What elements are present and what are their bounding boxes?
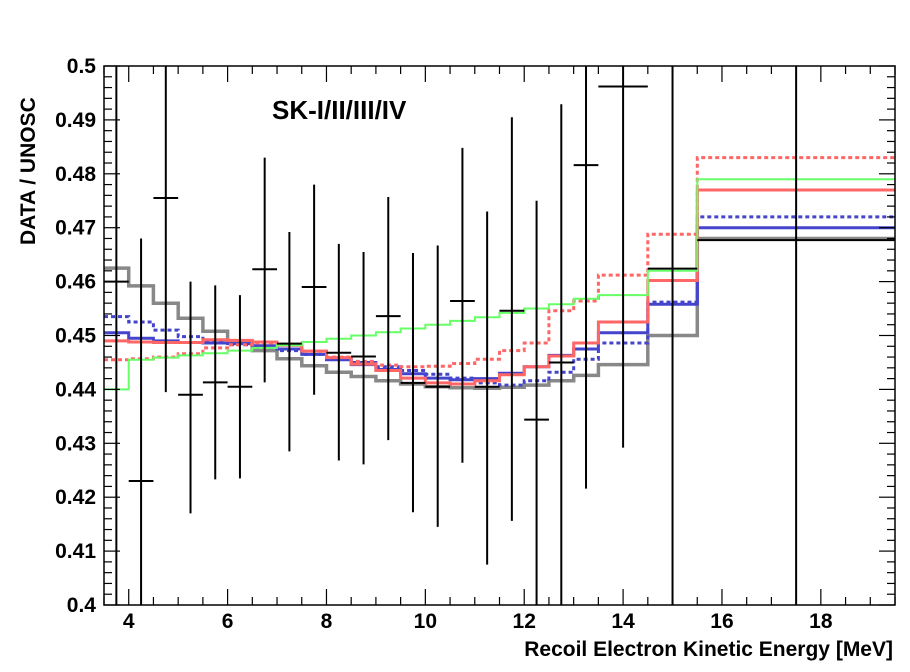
data-point-20 <box>598 66 648 448</box>
x-tick-label: 4 <box>123 610 135 633</box>
data-point-5 <box>227 295 253 479</box>
chart-title: SK-I/II/III/IV <box>272 95 407 125</box>
data-point-6 <box>252 157 278 383</box>
axes-group: 4 6 8 10 12 14 16 18 0.4 0.41 0.42 0.43 0.44 0.45 0.46… <box>55 55 896 633</box>
y-tick-label: 0.45 <box>55 325 96 348</box>
data-point-16 <box>499 117 525 521</box>
y-tick-label: 0.42 <box>55 486 96 509</box>
data-point-13 <box>425 245 451 527</box>
data-point-18 <box>548 104 574 605</box>
x-tick-label: 14 <box>611 610 635 633</box>
data-point-12 <box>400 253 426 513</box>
x-tick-label: 10 <box>414 610 437 633</box>
y-tick-label: 0.4 <box>67 594 97 617</box>
data-points-group <box>104 66 895 605</box>
y-tick-label: 0.44 <box>55 378 96 401</box>
y-tick-label: 0.49 <box>55 109 96 132</box>
x-tick-label: 12 <box>513 610 536 633</box>
y-tick-label: 0.46 <box>55 271 96 294</box>
x-axis-title: Recoil Electron Kinetic Energy [MeV] <box>524 638 893 661</box>
y-tick-label: 0.48 <box>55 163 96 186</box>
data-point-7 <box>277 232 302 452</box>
y-axis-title: DATA / UNOSC <box>17 97 40 245</box>
data-point-10 <box>351 251 376 465</box>
data-point-15 <box>474 211 500 565</box>
x-tick-label: 6 <box>222 610 234 633</box>
data-point-4 <box>202 285 228 480</box>
x-tick-label: 18 <box>809 610 833 633</box>
y-tick-label: 0.47 <box>55 217 96 240</box>
y-tick-label: 0.5 <box>67 55 97 78</box>
data-point-8 <box>301 184 327 395</box>
data-point-3 <box>178 281 203 514</box>
y-tick-label: 0.41 <box>55 540 96 563</box>
data-point-22 <box>697 66 895 605</box>
data-point-1 <box>128 238 154 605</box>
series-4-step-line <box>104 188 895 386</box>
data-point-19 <box>573 66 599 489</box>
x-tick-label: 16 <box>710 610 733 633</box>
series-4 <box>104 188 895 386</box>
y-tick-label: 0.43 <box>55 432 96 455</box>
data-point-17 <box>524 200 549 605</box>
data-point-11 <box>375 196 401 441</box>
data-point-2 <box>153 66 179 393</box>
data-point-21 <box>647 66 698 605</box>
data-point-14 <box>450 147 475 463</box>
x-tick-label: 8 <box>321 610 333 633</box>
data-point-9 <box>326 243 352 461</box>
